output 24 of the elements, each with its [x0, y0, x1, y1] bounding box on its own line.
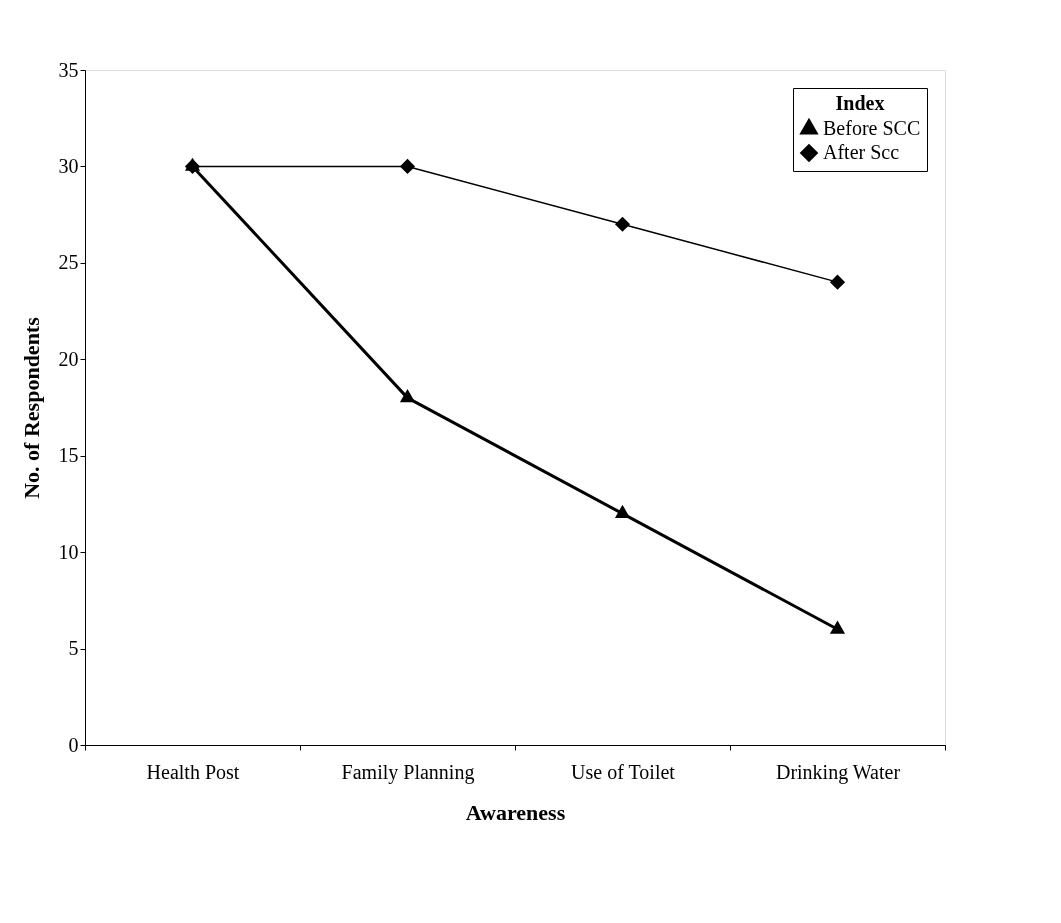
point	[399, 158, 416, 175]
y-tick-label: 20	[58, 347, 79, 370]
y-tick-label: 0	[68, 733, 79, 756]
x-tick-label: Health Post	[146, 760, 240, 783]
legend-label: Before SCC	[823, 117, 921, 139]
point	[614, 504, 631, 518]
y-tick-label: 5	[68, 637, 79, 660]
y-tick-label: 15	[58, 444, 79, 467]
point	[184, 158, 201, 175]
y-tick-label: 25	[58, 251, 79, 274]
x-tick-label: Use of Toilet	[571, 760, 676, 783]
y-axis-title: No. of Respondents	[18, 316, 44, 499]
x-axis-title: Awareness	[465, 799, 566, 825]
point	[399, 389, 416, 403]
y-tick-label: 35	[58, 58, 79, 81]
x-tick-label: Drinking Water	[775, 760, 901, 784]
legend-title: Index	[835, 92, 885, 114]
point	[614, 216, 631, 232]
y-tick-label: 30	[58, 154, 79, 177]
point	[829, 274, 846, 290]
point	[829, 620, 846, 634]
legend-label: After Scc	[823, 141, 900, 163]
y-tick-label: 10	[58, 540, 79, 563]
x-tick-label: Family Planning	[341, 760, 475, 784]
